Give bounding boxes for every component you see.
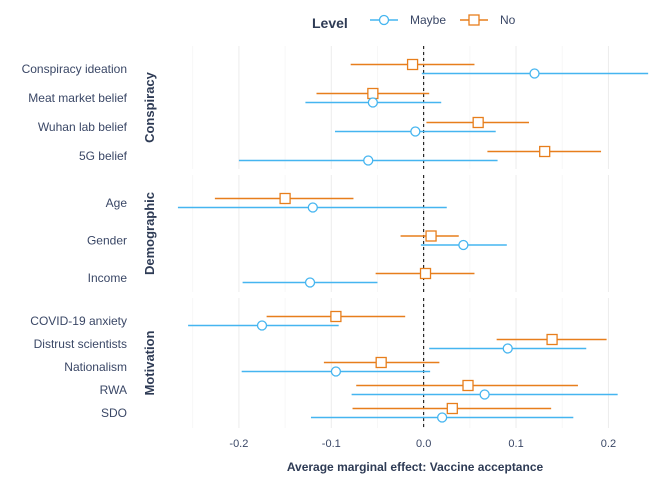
point-maybe — [479, 389, 490, 400]
panel-motivation: Motivation COVID-19 anxiety Distrust scien… — [30, 298, 618, 428]
legend-no-label: No — [500, 13, 516, 27]
legend: Level Maybe No — [312, 13, 516, 31]
strip-label-motivation: Motivation — [142, 330, 157, 395]
x-axis: -0.2 -0.1 0.0 0.1 0.2 — [229, 438, 616, 450]
panel-demographic: Demographic Age Gender Income — [87, 175, 609, 292]
plot-area: Conspiracy Conspiracy ideation Meat market… — [22, 46, 649, 450]
point-no — [419, 267, 432, 280]
panel-conspiracy: Conspiracy Conspiracy ideation Meat market… — [22, 46, 649, 169]
x-axis-title: Average marginal effect: Vaccine accepta… — [287, 460, 544, 474]
point-no — [462, 379, 474, 392]
row-label: Conspiracy ideation — [22, 62, 127, 76]
row-label: Distrust scientists — [34, 337, 127, 351]
row-label: 5G belief — [79, 149, 128, 163]
x-tick-label: 0.0 — [416, 438, 431, 450]
row-label: Wuhan lab belief — [38, 120, 128, 134]
x-tick-label: 0.1 — [508, 438, 523, 450]
row-label: SDO — [101, 406, 127, 420]
row-label: Nationalism — [64, 360, 127, 374]
point-maybe — [436, 412, 448, 423]
point-no — [279, 192, 291, 205]
x-tick-label: -0.1 — [322, 438, 341, 450]
row-label: Age — [106, 196, 128, 210]
point-maybe — [330, 366, 342, 377]
point-maybe — [256, 320, 268, 331]
point-no — [406, 58, 419, 71]
strip-label-conspiracy: Conspiracy — [142, 71, 157, 143]
x-tick-label: 0.2 — [601, 438, 616, 450]
row-label: Gender — [87, 234, 127, 248]
legend-title: Level — [312, 15, 348, 31]
point-maybe — [307, 202, 318, 213]
point-no — [472, 116, 484, 129]
x-tick-label: -0.2 — [229, 438, 248, 450]
point-no — [330, 310, 342, 323]
point-no — [367, 87, 379, 100]
point-maybe — [304, 277, 316, 288]
row-label: COVID-19 anxiety — [30, 314, 127, 328]
point-maybe — [502, 343, 513, 354]
point-no — [546, 333, 558, 346]
point-maybe — [363, 155, 374, 166]
point-maybe — [458, 239, 469, 251]
point-maybe — [367, 97, 379, 108]
legend-maybe-marker — [378, 14, 390, 26]
row-label: RWA — [100, 383, 127, 397]
strip-label-demographic: Demographic — [142, 192, 157, 275]
legend-no-marker — [468, 14, 480, 26]
point-no — [446, 402, 458, 415]
point-no — [539, 145, 551, 158]
row-label: Meat market belief — [28, 91, 127, 105]
point-maybe — [410, 126, 421, 137]
point-no — [375, 356, 387, 369]
legend-maybe-label: Maybe — [410, 13, 446, 27]
row-label: Income — [88, 271, 128, 285]
point-no — [425, 230, 437, 242]
point-maybe — [529, 68, 540, 79]
